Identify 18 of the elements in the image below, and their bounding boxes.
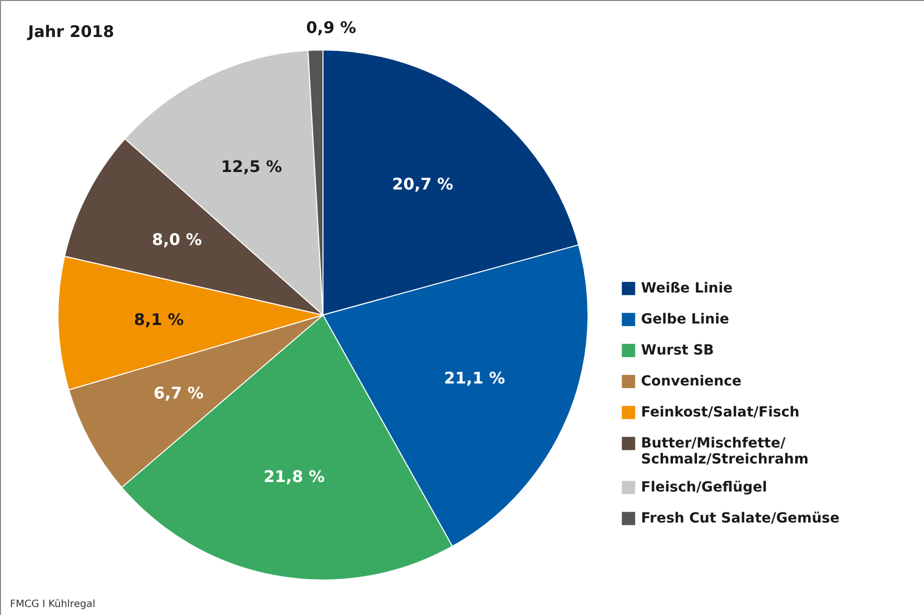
data-label: 21,8 %: [264, 466, 325, 486]
data-label: 21,1 %: [444, 368, 506, 388]
legend-label: Convenience: [641, 374, 742, 390]
data-label: 8,0 %: [152, 230, 202, 249]
data-label: 20,7 %: [392, 174, 454, 194]
legend-label: Feinkost/Salat/Fisch: [641, 404, 800, 420]
legend-label: Gelbe Linie: [641, 312, 730, 328]
data-label: 6,7 %: [154, 383, 204, 402]
legend-label: Weiße Linie: [641, 280, 733, 296]
legend-label: Wurst SB: [641, 342, 714, 358]
chart-title: Jahr 2018: [27, 22, 114, 41]
legend-label: Butter/Mischfette/Schmalz/Streichrahm: [641, 436, 809, 468]
data-label: 0,9 %: [306, 18, 356, 38]
legend-label: Fresh Cut Salate/Gemüse: [641, 510, 840, 526]
text: FMCG I Kühlregal: [10, 599, 96, 610]
legend-label: Fleisch/Geflügel: [641, 480, 768, 496]
data-label: 8,1 %: [134, 310, 184, 330]
data-label: 12,5 %: [220, 157, 282, 176]
